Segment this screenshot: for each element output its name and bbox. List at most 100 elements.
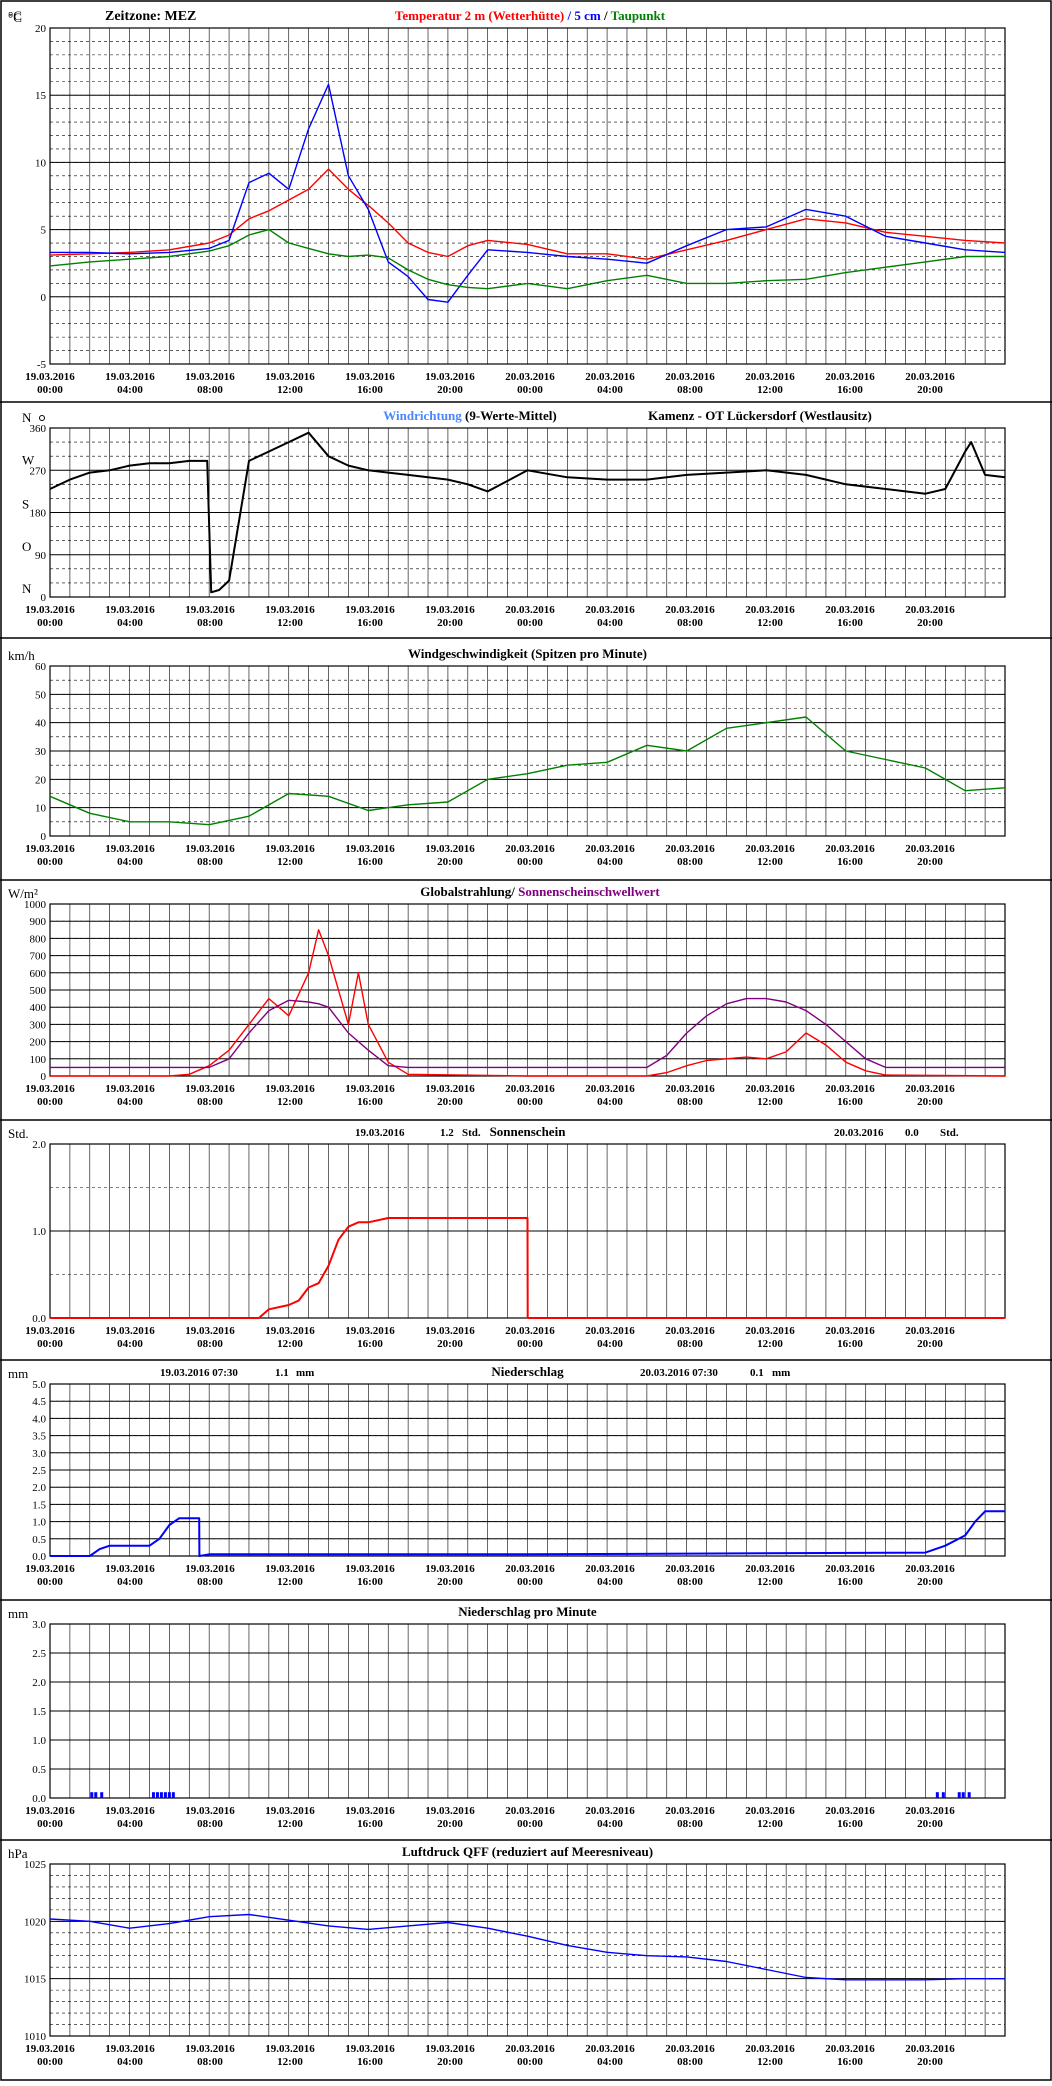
x-tick-date: 19.03.2016 bbox=[185, 604, 235, 616]
x-tick-date: 20.03.2016 bbox=[665, 371, 715, 383]
x-tick-time: 00:00 bbox=[37, 2056, 63, 2068]
y-tick-label: 270 bbox=[30, 465, 47, 477]
x-tick-date: 20.03.2016 bbox=[585, 604, 635, 616]
unit-label: mm bbox=[8, 1366, 28, 1381]
title-part: (9-Werte-Mittel) bbox=[462, 408, 557, 423]
x-tick-time: 12:00 bbox=[277, 617, 303, 629]
x-tick-time: 12:00 bbox=[277, 2056, 303, 2068]
x-tick-time: 20:00 bbox=[917, 1338, 943, 1350]
series-line-radiation bbox=[50, 929, 1006, 1077]
x-tick-date: 20.03.2016 bbox=[905, 1805, 955, 1817]
y-tick-label: 700 bbox=[30, 951, 47, 963]
x-tick-time: 12:00 bbox=[757, 1338, 783, 1350]
x-tick-time: 12:00 bbox=[277, 1576, 303, 1588]
x-tick-time: 00:00 bbox=[517, 1096, 543, 1108]
compass-label: N bbox=[22, 581, 32, 596]
plot-frame bbox=[49, 1383, 1006, 1557]
x-tick-time: 20:00 bbox=[437, 1096, 463, 1108]
y-tick-label: 4.0 bbox=[32, 1413, 46, 1425]
y-tick-label: 3.0 bbox=[32, 1448, 46, 1460]
annotation-date: 19.03.2016 07:30 bbox=[160, 1367, 238, 1379]
x-tick-date: 20.03.2016 bbox=[505, 371, 555, 383]
chart-title: Windrichtung (9-Werte-Mittel) bbox=[383, 408, 556, 423]
x-tick-time: 16:00 bbox=[837, 856, 863, 868]
x-tick-date: 19.03.2016 bbox=[25, 371, 75, 383]
x-tick-date: 20.03.2016 bbox=[745, 371, 795, 383]
x-tick-date: 19.03.2016 bbox=[265, 604, 315, 616]
x-tick-time: 16:00 bbox=[357, 1338, 383, 1350]
x-tick-time: 12:00 bbox=[277, 1338, 303, 1350]
y-tick-label: 20 bbox=[35, 23, 47, 35]
x-tick-date: 19.03.2016 bbox=[105, 1083, 155, 1095]
x-tick-time: 00:00 bbox=[517, 2056, 543, 2068]
series-line-sunshine bbox=[50, 1217, 1005, 1319]
y-tick-label: 2.5 bbox=[32, 1465, 46, 1477]
y-tick-label: 90 bbox=[35, 550, 47, 562]
x-tick-date: 20.03.2016 bbox=[745, 843, 795, 855]
x-tick-time: 00:00 bbox=[37, 1338, 63, 1350]
x-tick-time: 04:00 bbox=[597, 1096, 623, 1108]
x-tick-time: 08:00 bbox=[197, 384, 223, 396]
x-tick-date: 20.03.2016 bbox=[905, 843, 955, 855]
x-tick-date: 20.03.2016 bbox=[905, 371, 955, 383]
title-part: Globalstrahlung bbox=[420, 884, 512, 899]
chart-title: Temperatur 2 m (Wetterhütte) / 5 cm / Ta… bbox=[395, 8, 666, 23]
x-tick-date: 19.03.2016 bbox=[345, 371, 395, 383]
x-tick-date: 19.03.2016 bbox=[345, 1083, 395, 1095]
x-tick-time: 16:00 bbox=[837, 1818, 863, 1830]
panel-wind_speed: 0102030405060km/h19.03.201600:0019.03.20… bbox=[0, 646, 1052, 881]
degree-symbol bbox=[39, 415, 45, 421]
x-tick-date: 20.03.2016 bbox=[745, 1325, 795, 1337]
x-tick-time: 20:00 bbox=[917, 1096, 943, 1108]
x-tick-time: 08:00 bbox=[677, 1818, 703, 1830]
y-tick-label: 0 bbox=[41, 292, 47, 304]
x-tick-date: 20.03.2016 bbox=[745, 1805, 795, 1817]
x-tick-date: 19.03.2016 bbox=[265, 1083, 315, 1095]
x-tick-time: 20:00 bbox=[917, 617, 943, 629]
x-tick-date: 20.03.2016 bbox=[825, 843, 875, 855]
x-tick-date: 19.03.2016 bbox=[105, 2043, 155, 2055]
x-tick-time: 08:00 bbox=[197, 1096, 223, 1108]
x-tick-date: 19.03.2016 bbox=[265, 371, 315, 383]
y-tick-label: 5 bbox=[41, 225, 47, 237]
y-tick-label: 0 bbox=[41, 831, 47, 843]
y-tick-label: 10 bbox=[35, 157, 47, 169]
annotation-unit: Std. bbox=[940, 1127, 959, 1139]
title-part: Temperatur 2 m (Wetterhütte) bbox=[395, 8, 564, 23]
x-tick-time: 00:00 bbox=[517, 617, 543, 629]
x-tick-date: 19.03.2016 bbox=[345, 1325, 395, 1337]
y-tick-label: 2.0 bbox=[32, 1139, 46, 1151]
x-tick-time: 20:00 bbox=[437, 1576, 463, 1588]
x-tick-date: 20.03.2016 bbox=[905, 1325, 955, 1337]
x-tick-date: 20.03.2016 bbox=[585, 2043, 635, 2055]
x-tick-time: 20:00 bbox=[917, 2056, 943, 2068]
chart-title: Niederschlag pro Minute bbox=[458, 1604, 597, 1619]
annotation-date: 19.03.2016 bbox=[355, 1127, 405, 1139]
x-tick-time: 04:00 bbox=[597, 1818, 623, 1830]
title-part: / bbox=[601, 8, 611, 23]
y-tick-label: 5.0 bbox=[32, 1379, 46, 1391]
panel-sunshine: 0.01.02.0Std.19.03.201600:0019.03.201604… bbox=[0, 1124, 1052, 1361]
x-tick-date: 19.03.2016 bbox=[185, 1563, 235, 1575]
x-tick-date: 19.03.2016 bbox=[425, 843, 475, 855]
x-tick-date: 20.03.2016 bbox=[825, 1563, 875, 1575]
annotation-value: 1.2 bbox=[440, 1127, 454, 1139]
x-tick-date: 19.03.2016 bbox=[105, 1563, 155, 1575]
x-tick-time: 08:00 bbox=[197, 1576, 223, 1588]
x-tick-date: 20.03.2016 bbox=[585, 1083, 635, 1095]
y-tick-label: 3.0 bbox=[32, 1619, 46, 1631]
chart-title: Windgeschwindigkeit (Spitzen pro Minute) bbox=[408, 646, 647, 661]
x-tick-time: 20:00 bbox=[437, 856, 463, 868]
x-tick-time: 00:00 bbox=[37, 384, 63, 396]
x-tick-time: 16:00 bbox=[357, 856, 383, 868]
y-tick-label: 0.5 bbox=[32, 1764, 46, 1776]
x-tick-time: 08:00 bbox=[197, 856, 223, 868]
x-tick-time: 04:00 bbox=[597, 1338, 623, 1350]
series-line-wind_direction bbox=[49, 431, 1006, 594]
plot-frame bbox=[49, 27, 1006, 365]
y-tick-label: 300 bbox=[30, 1019, 47, 1031]
x-tick-date: 20.03.2016 bbox=[665, 2043, 715, 2055]
x-tick-date: 20.03.2016 bbox=[505, 843, 555, 855]
x-tick-time: 04:00 bbox=[117, 1818, 143, 1830]
x-tick-date: 20.03.2016 bbox=[585, 1325, 635, 1337]
